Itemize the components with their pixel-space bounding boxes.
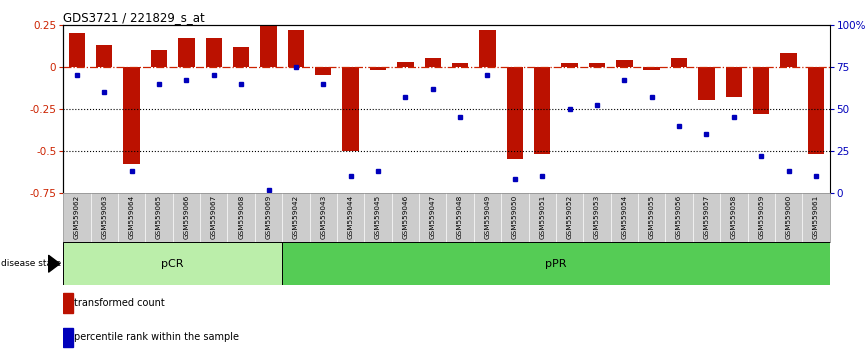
Text: GSM559058: GSM559058 [731,194,737,239]
Bar [63,293,73,313]
Text: GSM559048: GSM559048 [457,194,463,239]
Bar [671,58,688,67]
Bar [342,67,359,151]
Bar [616,60,632,67]
Text: GSM559044: GSM559044 [347,194,353,239]
Bar [288,30,304,67]
Text: GSM559054: GSM559054 [621,194,627,239]
Bar [233,47,249,67]
Text: GDS3721 / 221829_s_at: GDS3721 / 221829_s_at [63,11,205,24]
Bar [205,38,222,67]
Text: GSM559052: GSM559052 [566,194,572,239]
Text: pPR: pPR [546,259,566,269]
Text: disease state: disease state [1,259,61,268]
Text: GSM559050: GSM559050 [512,194,518,239]
Text: GSM559067: GSM559067 [210,194,216,239]
Bar [780,53,797,67]
Text: GSM559045: GSM559045 [375,194,381,239]
Text: GSM559049: GSM559049 [484,194,490,239]
Text: GSM559055: GSM559055 [649,194,655,239]
Text: GSM559069: GSM559069 [266,194,272,239]
Bar [452,63,469,67]
Bar [397,62,414,67]
Text: GSM559056: GSM559056 [676,194,682,239]
Bar [68,33,85,67]
Text: GSM559065: GSM559065 [156,194,162,239]
Text: pCR: pCR [161,259,184,269]
Bar [698,67,714,101]
Bar [124,67,139,164]
Text: GSM559062: GSM559062 [74,194,80,239]
Bar [261,25,277,67]
Text: GSM559066: GSM559066 [184,194,190,239]
Text: transformed count: transformed count [74,298,165,308]
Bar [315,67,332,75]
Bar [753,67,769,114]
FancyBboxPatch shape [63,242,282,285]
Bar [507,67,523,159]
FancyBboxPatch shape [282,242,830,285]
Bar [63,328,73,347]
Text: percentile rank within the sample: percentile rank within the sample [74,332,239,342]
Text: GSM559057: GSM559057 [703,194,709,239]
Bar [534,67,551,154]
Text: GSM559051: GSM559051 [540,194,546,239]
Bar [589,63,605,67]
Bar [808,67,824,154]
Bar [151,50,167,67]
Bar [96,45,113,67]
Bar [424,58,441,67]
Bar [178,38,195,67]
Text: GSM559061: GSM559061 [813,194,819,239]
Text: GSM559053: GSM559053 [594,194,600,239]
Bar [370,67,386,70]
Text: GSM559043: GSM559043 [320,194,326,239]
Text: GSM559060: GSM559060 [785,194,792,239]
Text: GSM559064: GSM559064 [129,194,134,239]
Text: GSM559047: GSM559047 [430,194,436,239]
Text: GSM559068: GSM559068 [238,194,244,239]
Bar [479,30,495,67]
Polygon shape [48,255,60,272]
Text: GSM559042: GSM559042 [293,194,299,239]
Bar [726,67,742,97]
Text: GSM559063: GSM559063 [101,194,107,239]
Text: GSM559059: GSM559059 [759,194,764,239]
Text: GSM559046: GSM559046 [403,194,409,239]
Bar [561,63,578,67]
Bar [643,67,660,70]
